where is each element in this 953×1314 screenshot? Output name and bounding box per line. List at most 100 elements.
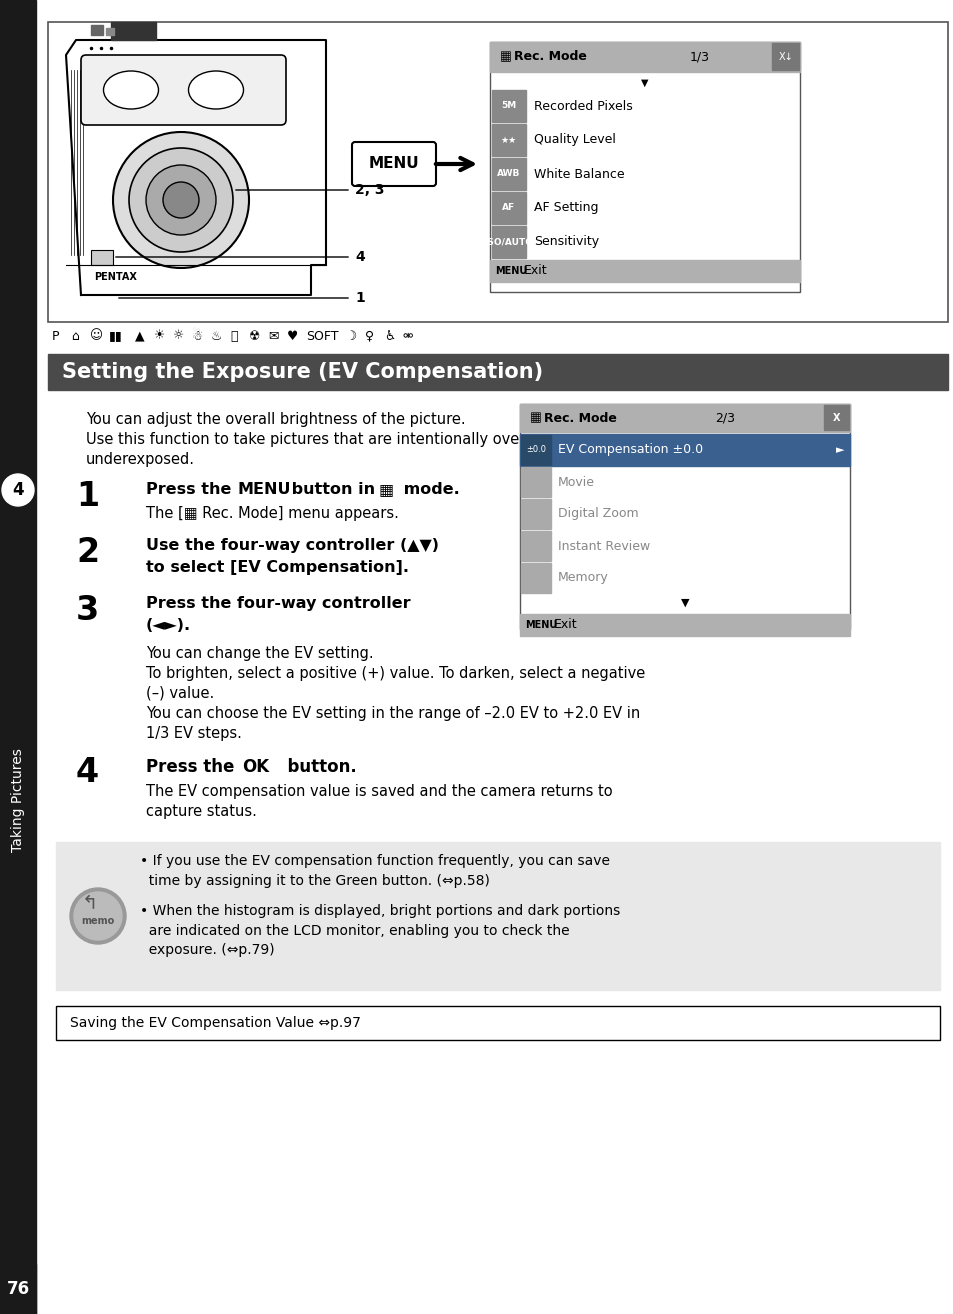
Text: ★★: ★★: [500, 135, 517, 145]
Text: underexposed.: underexposed.: [86, 452, 194, 466]
Text: 76: 76: [7, 1280, 30, 1298]
Text: PENTAX: PENTAX: [94, 272, 136, 283]
Text: ☽: ☽: [346, 330, 356, 343]
Text: 2/3: 2/3: [714, 411, 734, 424]
Circle shape: [146, 166, 215, 235]
Text: 3: 3: [76, 594, 99, 627]
Text: ⌂: ⌂: [71, 330, 79, 343]
Text: ♨: ♨: [211, 330, 222, 343]
Text: 1/3 EV steps.: 1/3 EV steps.: [146, 727, 242, 741]
Text: Setting the Exposure (EV Compensation): Setting the Exposure (EV Compensation): [62, 361, 542, 382]
Text: Rec. Mode: Rec. Mode: [514, 50, 586, 63]
Text: Saving the EV Compensation Value ⇔p.97: Saving the EV Compensation Value ⇔p.97: [70, 1016, 360, 1030]
Text: SOFT: SOFT: [306, 330, 338, 343]
Text: MENU: MENU: [495, 265, 527, 276]
Text: MENU: MENU: [237, 482, 292, 497]
Text: • When the histogram is displayed, bright portions and dark portions
  are indic: • When the histogram is displayed, brigh…: [140, 904, 619, 957]
Bar: [492, 192, 525, 223]
Text: ▲: ▲: [135, 330, 145, 343]
Text: X: X: [832, 413, 840, 423]
Bar: [490, 42, 800, 72]
Text: AWB: AWB: [497, 170, 520, 179]
Text: ISO/AUTO: ISO/AUTO: [484, 238, 533, 247]
Text: X↓: X↓: [778, 53, 793, 62]
Text: You can adjust the overall brightness of the picture.: You can adjust the overall brightness of…: [86, 413, 465, 427]
FancyBboxPatch shape: [352, 142, 436, 187]
Polygon shape: [66, 39, 326, 296]
FancyBboxPatch shape: [81, 55, 286, 125]
Text: Taking Pictures: Taking Pictures: [11, 748, 25, 851]
Text: (◄►).: (◄►).: [146, 618, 191, 633]
Text: 1/3: 1/3: [689, 50, 709, 63]
Bar: [520, 562, 551, 593]
Text: ▦: ▦: [378, 482, 394, 497]
Text: Sensitivity: Sensitivity: [534, 235, 598, 248]
Bar: [492, 158, 525, 191]
Text: MENU: MENU: [524, 620, 557, 629]
Text: ⚾: ⚾: [230, 330, 237, 343]
Text: ±0.0: ±0.0: [525, 445, 545, 455]
Bar: [519, 434, 849, 466]
Text: Exit: Exit: [523, 264, 547, 277]
Text: The EV compensation value is saved and the camera returns to: The EV compensation value is saved and t…: [146, 784, 612, 799]
Text: ▦: ▦: [499, 50, 511, 63]
Circle shape: [112, 131, 249, 268]
Text: Quality Level: Quality Level: [534, 134, 616, 146]
Text: White Balance: White Balance: [534, 167, 624, 180]
Bar: [520, 466, 551, 497]
Text: AF Setting: AF Setting: [534, 201, 598, 214]
Text: ▼: ▼: [640, 78, 648, 88]
Text: capture status.: capture status.: [146, 804, 256, 819]
Text: Instant Review: Instant Review: [558, 540, 650, 552]
Bar: [48, 353, 947, 390]
Text: 2, 3: 2, 3: [355, 183, 384, 197]
Text: Press the four-way controller: Press the four-way controller: [146, 597, 410, 611]
Bar: [56, 842, 939, 989]
Text: Use this function to take pictures that are intentionally overexposed or: Use this function to take pictures that …: [86, 432, 605, 447]
Text: button in: button in: [286, 482, 380, 497]
Bar: [520, 531, 551, 561]
Text: 1: 1: [355, 290, 364, 305]
Bar: [519, 403, 849, 432]
Bar: [56, 1007, 939, 1039]
Text: Press the: Press the: [146, 482, 236, 497]
Bar: [520, 499, 551, 530]
Text: 4: 4: [76, 756, 99, 788]
Bar: [519, 403, 849, 629]
Text: (–) value.: (–) value.: [146, 686, 214, 700]
Text: • If you use the EV compensation function frequently, you can save
  time by ass: • If you use the EV compensation functio…: [140, 854, 609, 887]
Ellipse shape: [103, 71, 158, 109]
Bar: [492, 226, 525, 258]
Text: You can change the EV setting.: You can change the EV setting.: [146, 646, 374, 661]
Text: 1: 1: [76, 480, 99, 512]
Text: OK: OK: [242, 758, 269, 777]
Text: mode.: mode.: [397, 482, 459, 497]
Text: Memory: Memory: [558, 572, 608, 585]
Circle shape: [2, 474, 34, 506]
Text: Digital Zoom: Digital Zoom: [558, 507, 638, 520]
Text: You can choose the EV setting in the range of –2.0 EV to +2.0 EV in: You can choose the EV setting in the ran…: [146, 706, 639, 721]
Text: The [▦ Rec. Mode] menu appears.: The [▦ Rec. Mode] menu appears.: [146, 506, 398, 520]
Polygon shape: [111, 22, 156, 39]
Text: ♿: ♿: [384, 330, 395, 343]
Text: ▮▮: ▮▮: [109, 330, 123, 343]
Text: memo: memo: [81, 916, 114, 926]
Bar: [771, 43, 799, 70]
Text: ♀: ♀: [365, 330, 374, 343]
Text: ☃: ☃: [192, 330, 203, 343]
Bar: [91, 250, 112, 265]
Bar: [492, 124, 525, 156]
Text: 5M: 5M: [501, 101, 517, 110]
Circle shape: [74, 892, 122, 940]
Text: ↰: ↰: [82, 895, 98, 913]
Text: ☺: ☺: [90, 330, 103, 343]
Text: AF: AF: [502, 204, 515, 213]
Text: Recorded Pixels: Recorded Pixels: [534, 100, 632, 113]
Bar: [492, 89, 525, 122]
Text: ♥: ♥: [287, 330, 298, 343]
Bar: [519, 614, 849, 636]
Text: button.: button.: [275, 758, 356, 777]
Circle shape: [163, 183, 199, 218]
Bar: [106, 28, 113, 35]
Circle shape: [129, 148, 233, 252]
